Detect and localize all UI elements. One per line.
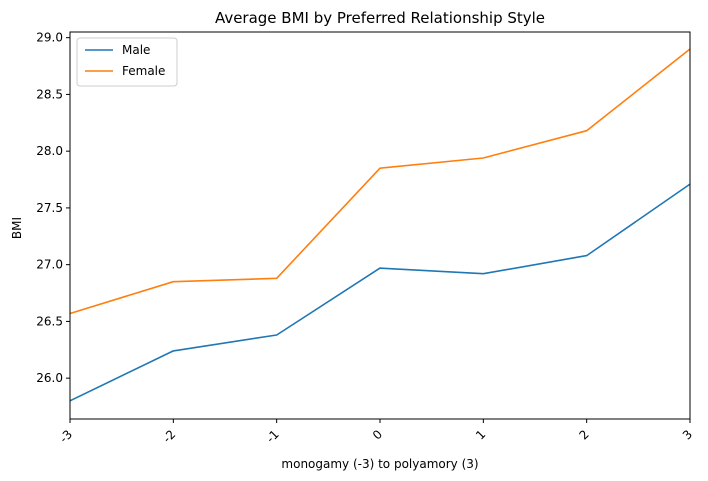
plot-frame	[69, 31, 691, 420]
plot-area: 26.0 26.5 27.0 27.5 28.0 28.5 29.0 -3 -2 -1 0 1 2 3 Ma…	[36, 31, 695, 446]
y-axis-title: BMI	[10, 217, 24, 239]
x-tick-label: -1	[263, 427, 281, 445]
chart-title: Average BMI by Preferred Relationship St…	[215, 9, 545, 27]
y-tick-label: 28.0	[36, 144, 63, 158]
x-axis-title: monogamy (-3) to polyamory (3)	[281, 457, 478, 471]
y-tick-label: 29.0	[36, 31, 63, 45]
legend-label-male: Male	[122, 43, 150, 57]
y-tick-label: 26.5	[36, 314, 63, 328]
y-tick-label: 27.5	[36, 201, 63, 215]
legend-label-female: Female	[122, 64, 165, 78]
x-tick-label: -2	[160, 427, 178, 445]
x-tick-label: 3	[680, 427, 695, 442]
x-tick-label: 1	[473, 427, 488, 442]
y-tick-label: 28.5	[36, 87, 63, 101]
x-tick-label: 0	[370, 427, 385, 442]
y-tick-label: 27.0	[36, 258, 63, 272]
x-tick-label: -3	[57, 427, 75, 445]
x-tick-label: 2	[576, 427, 591, 442]
series-line-female	[69, 48, 691, 315]
y-tick-label: 26.0	[36, 371, 63, 385]
series-line-male	[69, 183, 691, 402]
